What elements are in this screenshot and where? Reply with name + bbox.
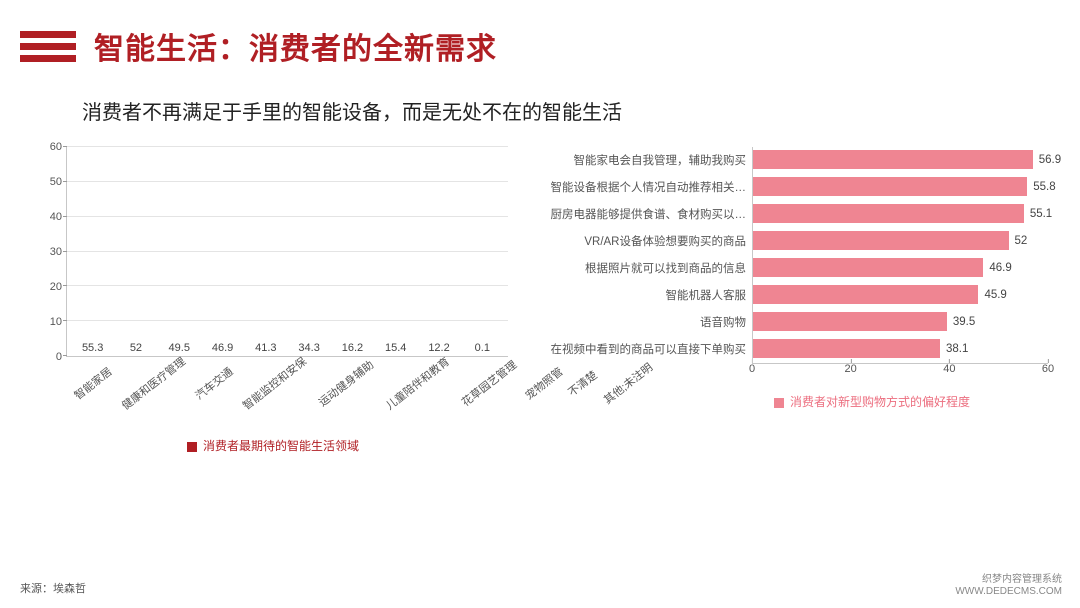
hbar-value-label: 55.8 — [1033, 181, 1055, 193]
footer-source: 来源：埃森哲 — [20, 580, 86, 596]
footer-brand: 织梦内容管理系统 WWW.DEDECMS.COM — [955, 574, 1062, 598]
hbar-label: 语音购物 — [536, 314, 752, 330]
hbar-label: 厨房电器能够提供食谱、食材购买以… — [536, 206, 752, 222]
hbar — [752, 285, 978, 304]
hbar-value-label: 56.9 — [1039, 154, 1061, 166]
hbar-row: 语音购物 39.5 — [536, 309, 1048, 334]
footer-brand-line1: 织梦内容管理系统 — [955, 574, 1062, 586]
y-tick-label: 30 — [50, 246, 62, 258]
x-category-label: 汽车交通 — [192, 363, 237, 403]
x-category-label: 智能监控和安保 — [239, 353, 310, 413]
hbar — [752, 339, 940, 358]
bar-value-label: 41.3 — [255, 342, 276, 354]
x-category-label: 儿童陪伴和教育 — [382, 353, 453, 413]
x-tick-label: 40 — [943, 363, 955, 375]
hbar-label: 在视频中看到的商品可以直接下单购买 — [536, 341, 752, 357]
hbar-value-label: 38.1 — [946, 343, 968, 355]
footer-brand-line2: WWW.DEDECMS.COM — [955, 586, 1062, 598]
hbar-label: 智能家电会自我管理，辅助我购买 — [536, 152, 752, 168]
hbar-row: VR/AR设备体验想要购买的商品 52 — [536, 228, 1048, 253]
x-category-label: 健康和医疗管理 — [118, 353, 189, 413]
y-tick-label: 40 — [50, 211, 62, 223]
hbar — [752, 150, 1033, 169]
hbar-label: 智能机器人客服 — [536, 287, 752, 303]
hamburger-icon — [20, 31, 76, 62]
hbar-row: 智能设备根据个人情况自动推荐相关…55.8 — [536, 174, 1048, 199]
y-tick-label: 0 — [56, 351, 62, 363]
hbar-value-label: 45.9 — [984, 289, 1006, 301]
x-tick-label: 20 — [845, 363, 857, 375]
bar-value-label: 15.4 — [385, 342, 406, 354]
bar-column: 41.3 — [244, 342, 287, 356]
hbar — [752, 204, 1024, 223]
bar-column: 34.3 — [287, 342, 330, 356]
hbar-label: 智能设备根据个人情况自动推荐相关… — [536, 179, 752, 195]
hbar-row: 根据照片就可以找到商品的信息 46.9 — [536, 255, 1048, 280]
x-category-label: 智能家居 — [71, 363, 116, 403]
y-tick-label: 60 — [50, 141, 62, 153]
bar-column: 0.1 — [461, 342, 504, 356]
bar-value-label: 16.2 — [342, 342, 363, 354]
hbar — [752, 312, 947, 331]
x-tick-label: 60 — [1042, 363, 1054, 375]
hbar-row: 在视频中看到的商品可以直接下单购买 38.1 — [536, 336, 1048, 361]
hbar-value-label: 52 — [1015, 235, 1028, 247]
bar-value-label: 0.1 — [475, 342, 490, 354]
y-tick-label: 20 — [50, 281, 62, 293]
x-tick-label: 0 — [749, 363, 755, 375]
bar-value-label: 46.9 — [212, 342, 233, 354]
hbar — [752, 231, 1009, 250]
x-category-label: 花草园艺管理 — [458, 357, 520, 410]
bar-column: 52 — [114, 342, 157, 356]
hbar-value-label: 39.5 — [953, 316, 975, 328]
bar-value-label: 34.3 — [298, 342, 319, 354]
subtitle: 消费者不再满足于手里的智能设备，而是无处不在的智能生活 — [82, 96, 1048, 125]
charts-row: 0102030405060 55.35249.546.941.334.316.2… — [20, 147, 1048, 454]
page-title: 智能生活：消费者的全新需求 — [94, 24, 497, 68]
x-category-label: 运动健身辅助 — [315, 357, 377, 410]
bar-column: 55.3 — [71, 342, 114, 356]
hbar — [752, 258, 983, 277]
slide-page: 智能生活：消费者的全新需求 消费者不再满足于手里的智能设备，而是无处不在的智能生… — [0, 0, 1080, 608]
y-tick-label: 10 — [50, 316, 62, 328]
bar-column: 15.4 — [374, 342, 417, 356]
hbar-row: 厨房电器能够提供食谱、食材购买以…55.1 — [536, 201, 1048, 226]
hbar-label: VR/AR设备体验想要购买的商品 — [536, 233, 752, 249]
hbar-row: 智能家电会自我管理，辅助我购买56.9 — [536, 147, 1048, 172]
left-bar-chart: 0102030405060 55.35249.546.941.334.316.2… — [38, 147, 508, 454]
bar-value-label: 49.5 — [169, 342, 190, 354]
bar-column: 12.2 — [417, 342, 460, 356]
right-bar-chart: 智能家电会自我管理，辅助我购买56.9智能设备根据个人情况自动推荐相关…55.8… — [536, 147, 1048, 454]
bar-column: 16.2 — [331, 342, 374, 356]
bar-value-label: 12.2 — [428, 342, 449, 354]
bar-value-label: 55.3 — [82, 342, 103, 354]
hbar — [752, 177, 1027, 196]
hbar-label: 根据照片就可以找到商品的信息 — [536, 260, 752, 276]
header: 智能生活：消费者的全新需求 — [20, 24, 1048, 68]
hbar-value-label: 55.1 — [1030, 208, 1052, 220]
y-tick-label: 50 — [50, 176, 62, 188]
bar-column: 46.9 — [201, 342, 244, 356]
bar-value-label: 52 — [130, 342, 142, 354]
left-chart-legend: 消费者最期待的智能生活领域 — [38, 437, 508, 454]
hbar-row: 智能机器人客服 45.9 — [536, 282, 1048, 307]
hbar-value-label: 46.9 — [989, 262, 1011, 274]
